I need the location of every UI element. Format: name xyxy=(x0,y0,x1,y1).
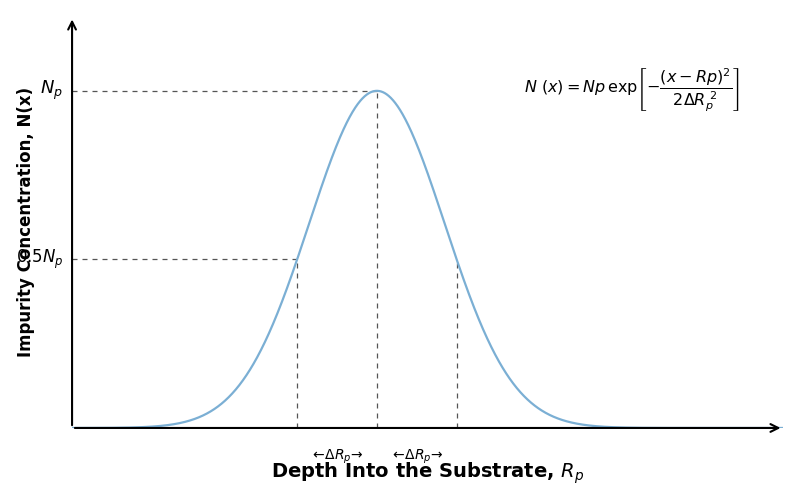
Text: $N_p$: $N_p$ xyxy=(40,79,63,102)
Text: Depth Into the Substrate, $R_p$: Depth Into the Substrate, $R_p$ xyxy=(271,461,584,486)
Text: $0.5N_p$: $0.5N_p$ xyxy=(15,248,63,271)
Text: $\leftarrow\!\Delta R_p\!\rightarrow$: $\leftarrow\!\Delta R_p\!\rightarrow$ xyxy=(390,448,444,466)
Text: $N\ (x) = Np\,\exp\!\left[-\dfrac{(x-Rp)^2}{2\Delta R_p^{\ 2}}\right]$: $N\ (x) = Np\,\exp\!\left[-\dfrac{(x-Rp)… xyxy=(524,66,739,114)
Text: $\leftarrow\!\Delta R_p\!\rightarrow$: $\leftarrow\!\Delta R_p\!\rightarrow$ xyxy=(310,448,364,466)
Text: Impurity Concentration, N(x): Impurity Concentration, N(x) xyxy=(17,87,35,357)
